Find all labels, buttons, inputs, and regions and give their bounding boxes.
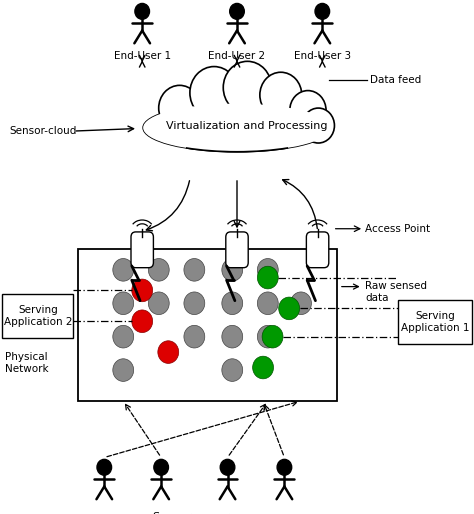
Text: End-User 2: End-User 2 <box>209 51 265 61</box>
Circle shape <box>257 266 278 289</box>
Circle shape <box>257 259 278 281</box>
Bar <box>2 294 73 338</box>
Circle shape <box>222 259 243 281</box>
Text: Data feed: Data feed <box>370 75 421 85</box>
Circle shape <box>148 292 169 315</box>
Circle shape <box>154 460 168 475</box>
Text: End-User 1: End-User 1 <box>114 51 171 61</box>
Bar <box>78 249 337 401</box>
Circle shape <box>222 292 243 315</box>
Circle shape <box>223 61 272 114</box>
FancyBboxPatch shape <box>131 232 154 268</box>
Circle shape <box>184 259 205 281</box>
Circle shape <box>257 325 278 348</box>
Circle shape <box>222 325 243 348</box>
Text: Virtualization and Processing: Virtualization and Processing <box>166 121 327 131</box>
Text: Sensor-cloud: Sensor-cloud <box>9 126 77 136</box>
Circle shape <box>222 359 243 381</box>
Text: Serving
Application 1: Serving Application 1 <box>401 311 469 333</box>
Circle shape <box>184 325 205 348</box>
Circle shape <box>262 325 283 348</box>
Circle shape <box>135 4 149 19</box>
Text: End-User 3: End-User 3 <box>294 51 351 61</box>
Circle shape <box>220 460 235 475</box>
Circle shape <box>279 297 300 320</box>
FancyBboxPatch shape <box>306 232 329 268</box>
Circle shape <box>257 292 278 315</box>
Text: Access Point: Access Point <box>365 224 430 234</box>
Circle shape <box>159 85 201 131</box>
Circle shape <box>260 72 302 118</box>
Circle shape <box>190 66 238 119</box>
Text: Serving
Application 2: Serving Application 2 <box>4 305 72 327</box>
Circle shape <box>113 359 134 381</box>
Text: Sensor owners: Sensor owners <box>154 512 235 514</box>
Bar <box>398 300 472 344</box>
Circle shape <box>302 108 335 143</box>
Circle shape <box>184 292 205 315</box>
Circle shape <box>230 4 244 19</box>
Circle shape <box>132 310 153 333</box>
Circle shape <box>148 259 169 281</box>
Text: Raw sensed
data: Raw sensed data <box>365 281 427 303</box>
Ellipse shape <box>143 104 331 152</box>
Ellipse shape <box>143 104 331 152</box>
FancyBboxPatch shape <box>226 232 248 268</box>
Circle shape <box>158 341 179 363</box>
Circle shape <box>132 279 153 302</box>
Circle shape <box>291 292 311 315</box>
Text: Physical
Network: Physical Network <box>5 352 48 374</box>
Circle shape <box>315 4 329 19</box>
Circle shape <box>253 356 273 379</box>
Circle shape <box>113 259 134 281</box>
Circle shape <box>290 90 326 130</box>
Circle shape <box>113 292 134 315</box>
Circle shape <box>113 325 134 348</box>
Circle shape <box>277 460 292 475</box>
Circle shape <box>97 460 111 475</box>
